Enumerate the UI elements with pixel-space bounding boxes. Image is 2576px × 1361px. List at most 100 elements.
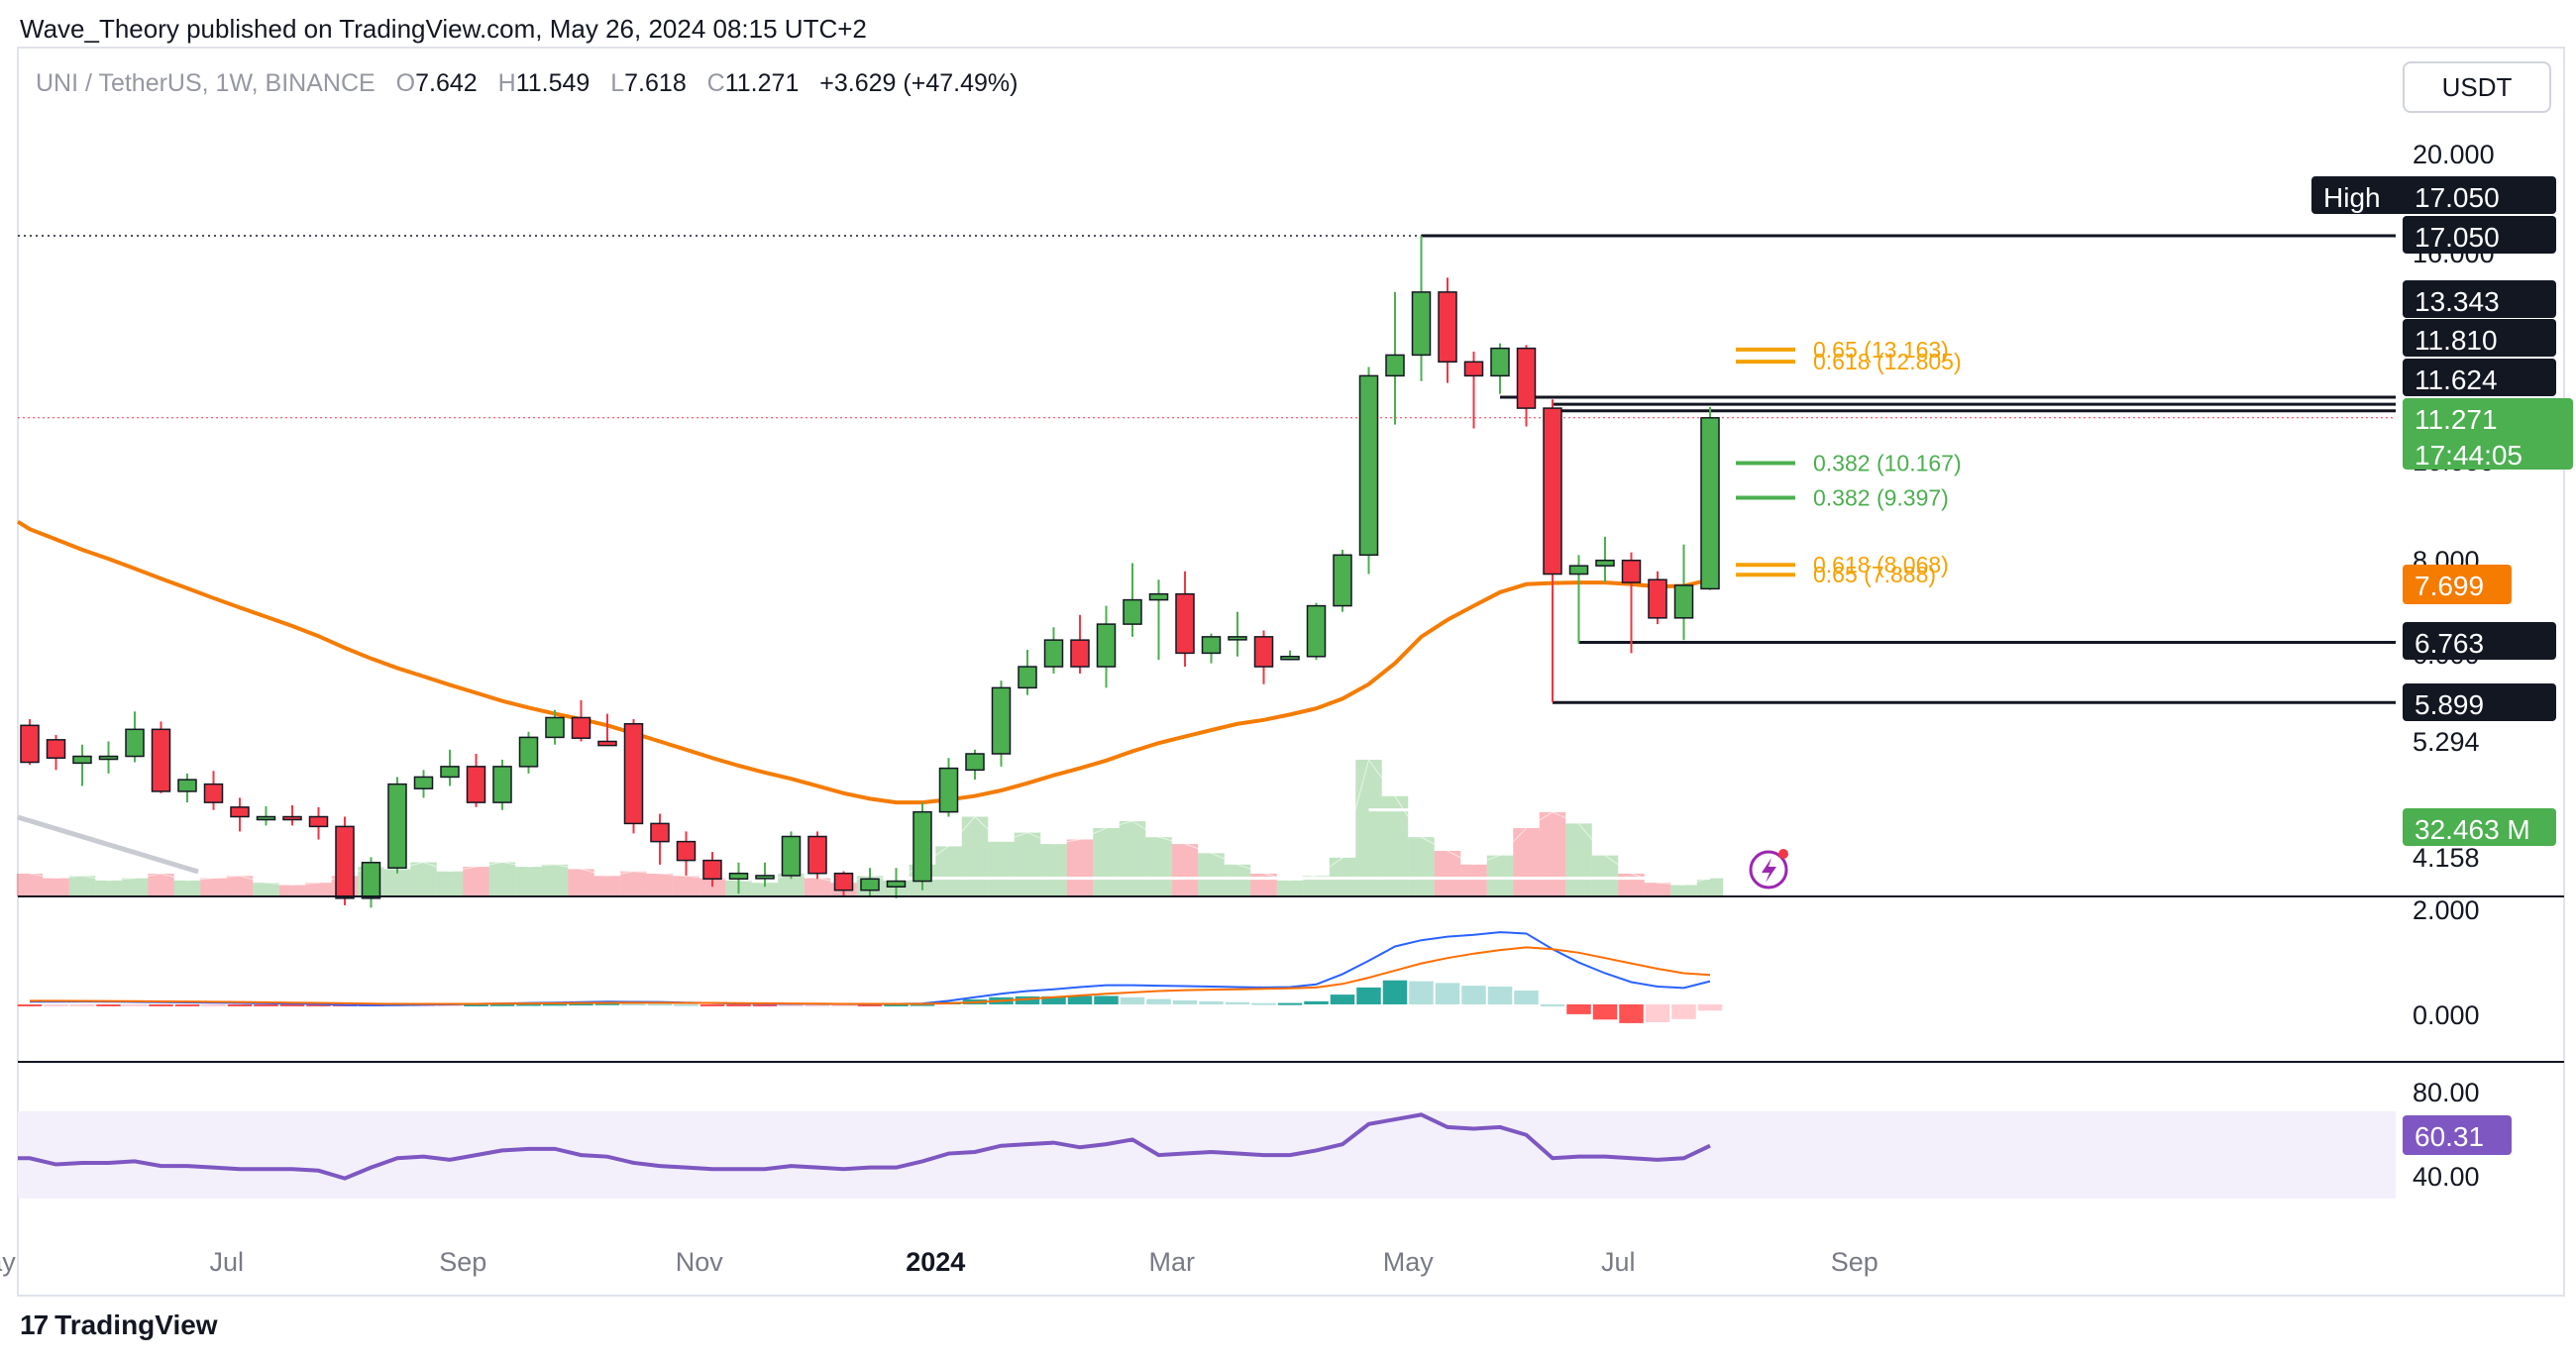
volume-bar xyxy=(1670,885,1697,896)
candle-body xyxy=(1385,354,1405,377)
macd-histogram-bar xyxy=(1199,1000,1224,1004)
macd-histogram-bar xyxy=(1645,1004,1670,1022)
candle-body xyxy=(1201,636,1222,655)
macd-histogram-bar xyxy=(306,1004,331,1006)
fib-label: 0.382 (10.167) xyxy=(1813,451,1962,476)
volume-bar xyxy=(1513,828,1540,896)
macd-histogram-bar xyxy=(1697,1004,1723,1011)
lightning-icon[interactable] xyxy=(1749,849,1788,890)
macd-histogram-bar xyxy=(1094,995,1119,1004)
candle-body xyxy=(125,728,145,758)
volume-bar xyxy=(173,880,201,896)
macd-histogram-bar xyxy=(831,1004,856,1006)
time-axis: May Jul Sep Nov 2024 Mar May Jul Sep xyxy=(0,1247,1878,1277)
volume-bar xyxy=(410,862,437,896)
volume-bar xyxy=(646,874,674,896)
volume-value-tag xyxy=(2403,808,2556,846)
volume-bar xyxy=(1040,844,1067,896)
currency-button[interactable]: USDT xyxy=(2403,61,2551,113)
volume-bar xyxy=(751,883,779,896)
level-tag-text: 13.343 xyxy=(2415,286,2500,317)
support-tag-text: 6.763 xyxy=(2415,628,2484,659)
macd-histogram-bar xyxy=(910,1003,935,1006)
close-label: C xyxy=(706,69,725,97)
macd-histogram-bar xyxy=(279,1004,305,1006)
candle-body xyxy=(413,776,434,789)
volume-ma-line xyxy=(17,814,199,875)
macd-histogram-bar xyxy=(1671,1004,1696,1019)
macd-histogram-bar xyxy=(779,1004,804,1006)
macd-histogram-bar xyxy=(1251,1002,1276,1005)
macd-histogram-bar xyxy=(1172,999,1198,1004)
fib-levels: 0.65 (13.163)0.618 (12.805) 0.382 (10.167… xyxy=(1736,337,1962,587)
candle-body xyxy=(1280,656,1300,661)
candle-body xyxy=(387,783,407,869)
volume-bar xyxy=(1014,832,1041,896)
volume-bar xyxy=(1539,811,1566,896)
macd-histogram-bar xyxy=(1514,991,1539,1004)
macd-axis-label: 2.000 xyxy=(2413,895,2480,925)
candle-body xyxy=(440,766,460,779)
high-label: H xyxy=(497,69,516,97)
volume-bar xyxy=(1486,855,1514,896)
candle-body xyxy=(308,815,329,828)
candle-body xyxy=(1123,598,1142,625)
candle-body xyxy=(728,872,749,881)
volume-bar xyxy=(804,878,831,896)
candle-body xyxy=(545,716,565,739)
candle-body xyxy=(282,815,302,821)
fib-label: 0.65 (13.163) xyxy=(1813,337,1949,363)
volume-bar xyxy=(1381,795,1409,896)
macd-axis-label: 0.000 xyxy=(2413,1000,2480,1030)
candle-body xyxy=(1333,554,1352,607)
candle-body xyxy=(886,880,907,888)
fib-label: 0.618 (8.068) xyxy=(1813,552,1949,577)
volume-bar xyxy=(935,846,962,896)
volume-bar xyxy=(673,876,699,896)
price-axis-label: 4.158 xyxy=(2413,843,2480,873)
symbol-legend[interactable]: UNI / TetherUS, 1W, BINANCE O7.642 H11.5… xyxy=(36,69,1018,98)
candle-body xyxy=(1018,666,1037,689)
volume-bar xyxy=(200,878,227,896)
candle-body xyxy=(965,753,985,772)
volume-bar xyxy=(1198,853,1225,896)
volume-bar xyxy=(278,885,306,896)
volume-bar xyxy=(988,841,1015,896)
macd-histogram-bar xyxy=(464,1004,488,1006)
high-tag xyxy=(2311,176,2413,214)
macd-histogram-bar xyxy=(122,1004,148,1006)
candle-body xyxy=(335,825,355,899)
candle-body xyxy=(256,815,276,821)
macd-histogram-bar xyxy=(1041,995,1066,1004)
volume-bar xyxy=(593,876,621,896)
price-tags: High 17.050 17.050 13.343 11.810 11.624 11.271… xyxy=(2311,176,2573,1155)
symbol-name[interactable]: UNI / TetherUS, 1W, BINANCE xyxy=(36,69,376,97)
tradingview-logo-icon: 17 xyxy=(20,1309,49,1340)
chart-frame xyxy=(17,47,2565,1297)
macd-histogram-bar xyxy=(174,1004,200,1006)
candles xyxy=(20,236,1720,908)
macd-histogram-bar xyxy=(149,1004,173,1006)
macd-histogram-bar xyxy=(674,1003,698,1006)
candle-body xyxy=(833,872,854,891)
candle-body xyxy=(20,724,40,764)
candle-body xyxy=(571,716,591,739)
macd-histogram-bar xyxy=(1015,995,1040,1004)
high-value-tag xyxy=(2403,176,2556,214)
tradingview-footer[interactable]: 17 TradingView xyxy=(20,1309,218,1341)
volume-bar xyxy=(1093,828,1120,896)
macd-histogram-bar xyxy=(752,1004,778,1006)
fib-label: 0.618 (12.805) xyxy=(1813,349,1962,374)
last-price-tag xyxy=(2403,398,2573,470)
horizontal-lines xyxy=(18,234,2396,704)
candle-body xyxy=(1490,347,1510,377)
time-axis-label: 2024 xyxy=(906,1247,965,1277)
volume-bar xyxy=(568,869,594,896)
macd-histogram-bar xyxy=(569,1003,593,1006)
support-tag xyxy=(2403,622,2556,660)
time-axis-label: Nov xyxy=(676,1247,724,1277)
macd-histogram-bar xyxy=(44,1004,68,1006)
candle-body xyxy=(702,859,722,881)
candle-body xyxy=(623,723,644,825)
